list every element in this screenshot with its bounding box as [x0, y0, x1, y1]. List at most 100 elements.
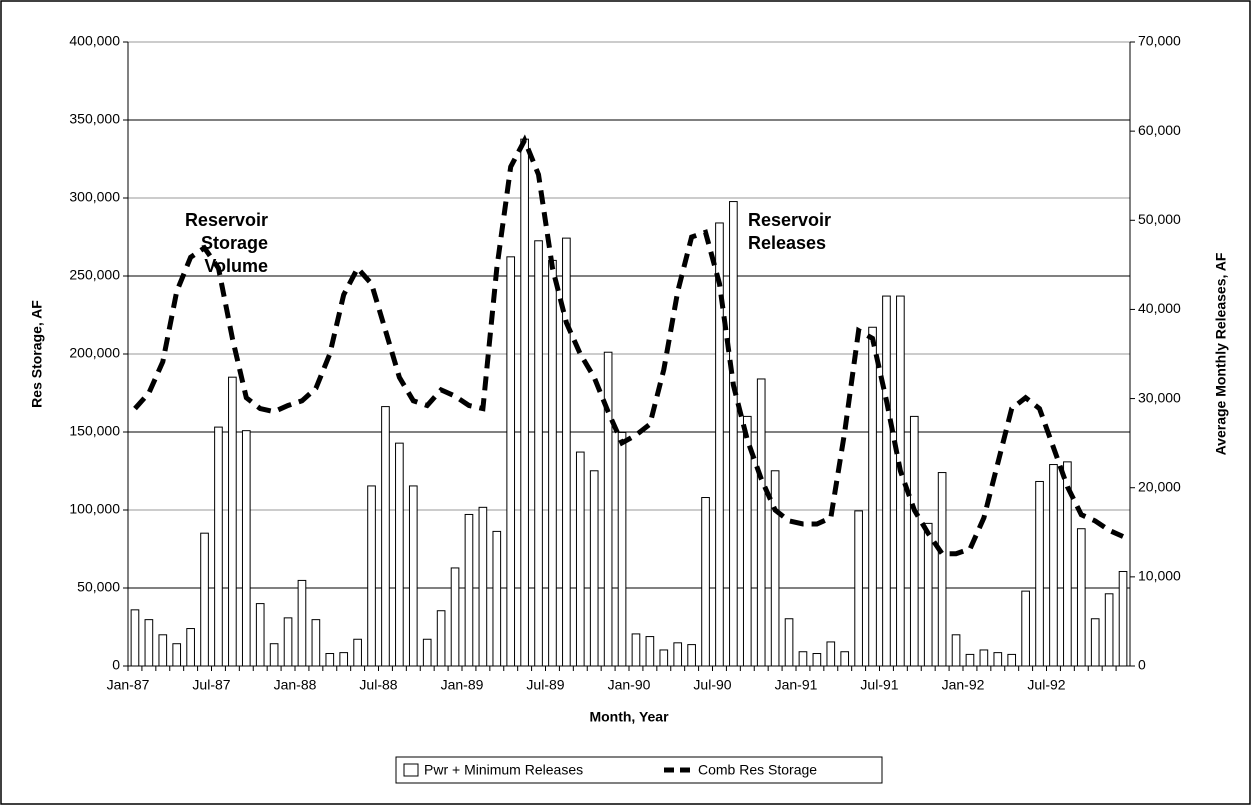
bar	[450, 567, 460, 667]
bar	[534, 240, 543, 667]
bar	[937, 472, 947, 667]
bar	[840, 651, 850, 667]
bar	[979, 649, 989, 667]
bar	[993, 652, 1003, 667]
bar	[144, 619, 154, 667]
y2-tick-label: 70,000	[1138, 33, 1181, 49]
bar	[798, 651, 808, 667]
bar	[186, 628, 195, 667]
bar	[158, 634, 168, 667]
bar	[130, 609, 140, 667]
y2-tick-label: 30,000	[1138, 389, 1181, 405]
bar	[784, 618, 794, 667]
bar	[868, 326, 877, 667]
bar	[951, 634, 961, 667]
bar	[631, 633, 641, 667]
bar	[1007, 653, 1017, 667]
x-tick-label: Jul-91	[860, 677, 898, 693]
bar	[645, 636, 655, 667]
bar	[923, 522, 933, 667]
bar	[1090, 618, 1100, 667]
bar	[325, 653, 335, 667]
bar	[339, 652, 349, 667]
x-axis-label: Month, Year	[589, 709, 669, 725]
bar	[464, 513, 474, 667]
y2-tick-label: 0	[1138, 657, 1146, 673]
x-tick-label: Jul-90	[693, 677, 731, 693]
bar	[214, 426, 223, 667]
bar	[269, 643, 279, 667]
bar	[283, 617, 293, 667]
legend-label: Comb Res Storage	[698, 762, 817, 778]
y-tick-label: 350,000	[69, 111, 120, 127]
bar	[965, 653, 975, 667]
bar	[506, 256, 516, 667]
y-tick-label: 250,000	[69, 267, 120, 283]
legend-box	[395, 756, 883, 784]
x-tick-label: Jan-90	[608, 677, 651, 693]
bar	[548, 259, 557, 667]
bar	[422, 638, 432, 667]
y-tick-label: 200,000	[69, 345, 120, 361]
y-axis-label: Res Storage, AF	[29, 300, 45, 408]
bar	[297, 579, 307, 667]
bar	[1118, 571, 1128, 667]
bar	[255, 603, 265, 667]
x-tick-label: Jan-89	[441, 677, 484, 693]
x-tick-label: Jul-89	[526, 677, 564, 693]
bar	[1049, 464, 1058, 667]
bar	[575, 451, 585, 667]
annotation: Storage	[201, 233, 268, 253]
bar	[241, 430, 251, 667]
y-tick-label: 50,000	[77, 579, 120, 595]
bar	[882, 295, 891, 667]
y2-tick-label: 50,000	[1138, 211, 1181, 227]
bar	[1104, 593, 1114, 667]
bar	[436, 610, 446, 667]
x-tick-label: Jan-91	[775, 677, 818, 693]
y-tick-label: 0	[112, 657, 120, 673]
bar	[729, 201, 738, 667]
bar	[770, 470, 780, 667]
bar	[854, 510, 863, 667]
bar	[200, 532, 209, 667]
y2-tick-label: 20,000	[1138, 478, 1181, 494]
bar	[909, 415, 919, 667]
bar	[589, 470, 599, 667]
y-tick-label: 400,000	[69, 33, 120, 49]
annotation: Reservoir	[748, 210, 831, 230]
y2-tick-label: 10,000	[1138, 568, 1181, 584]
bar	[1021, 590, 1030, 667]
annotation: Releases	[748, 233, 826, 253]
line	[133, 134, 1125, 557]
bar	[408, 485, 418, 667]
bar	[395, 442, 404, 667]
annotation: Volume	[204, 256, 268, 276]
annotation: Reservoir	[185, 210, 268, 230]
bar	[617, 431, 627, 667]
bar	[673, 642, 683, 667]
x-tick-label: Jan-88	[274, 677, 317, 693]
bar	[701, 497, 710, 667]
x-tick-label: Jul-92	[1027, 677, 1065, 693]
bar	[353, 638, 362, 667]
bar	[1076, 528, 1086, 667]
bar	[756, 378, 766, 667]
x-tick-label: Jul-87	[192, 677, 230, 693]
bar	[228, 376, 237, 667]
bar	[478, 506, 488, 667]
y-tick-label: 300,000	[69, 189, 120, 205]
y2-tick-label: 40,000	[1138, 300, 1181, 316]
legend-label: Pwr + Minimum Releases	[424, 762, 583, 778]
x-tick-label: Jul-88	[359, 677, 397, 693]
bar	[1035, 480, 1044, 667]
bar	[520, 138, 529, 667]
y2-tick-label: 60,000	[1138, 122, 1181, 138]
y-tick-label: 100,000	[69, 501, 120, 517]
bar	[311, 619, 321, 667]
bar	[381, 406, 390, 667]
bar	[172, 643, 182, 667]
y2-axis-label: Average Monthly Releases, AF	[1213, 252, 1229, 455]
bar	[826, 641, 836, 667]
